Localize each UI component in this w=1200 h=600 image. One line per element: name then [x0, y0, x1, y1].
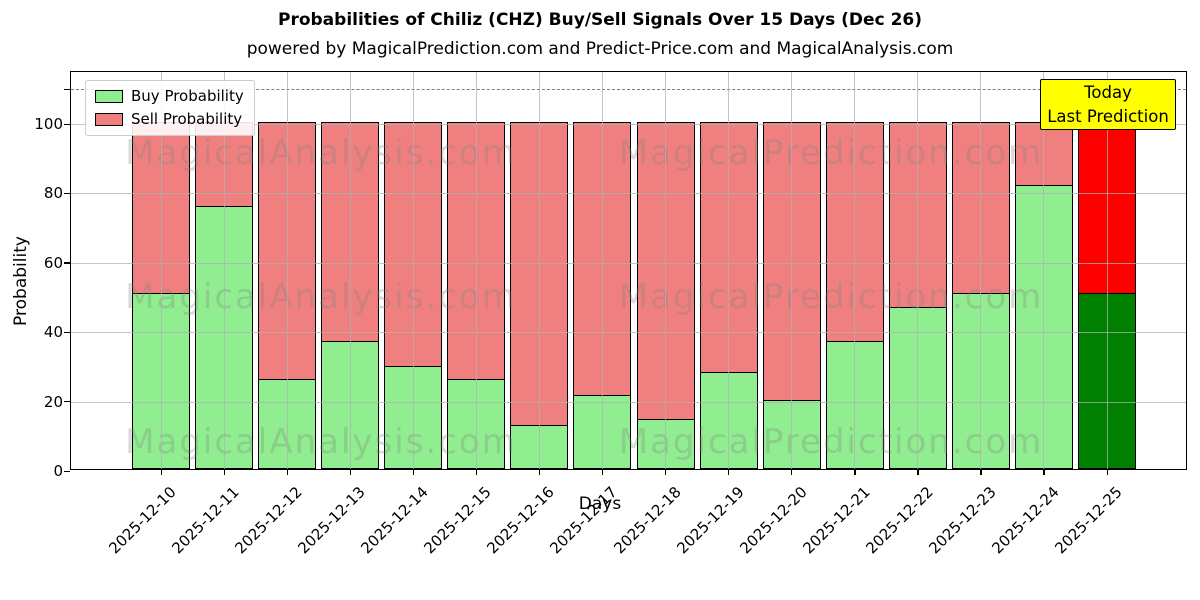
- y-tick-label: 20: [43, 392, 63, 411]
- page-subtitle: powered by MagicalPrediction.com and Pre…: [246, 39, 954, 59]
- legend-swatch-sell-icon: [95, 112, 123, 126]
- y-axis-tick: [64, 331, 70, 333]
- x-gridline: [854, 72, 856, 469]
- page-title: Probabilities of Chiliz (CHZ) Buy/Sell S…: [277, 10, 923, 30]
- y-axis-tick: [64, 123, 70, 125]
- y-tick-label: 40: [43, 323, 63, 342]
- x-gridline: [349, 72, 351, 469]
- watermark-text: MagicalPrediction.com: [618, 422, 1044, 462]
- x-axis-tick: [412, 469, 415, 475]
- y-axis-tick: [64, 470, 70, 472]
- x-gridline: [538, 72, 540, 469]
- x-gridline: [412, 72, 414, 469]
- legend-label-buy: Buy Probability: [131, 87, 244, 105]
- y-tick-label: 0: [53, 462, 63, 480]
- legend: Buy Probability Sell Probability: [85, 80, 255, 136]
- x-axis-tick: [728, 469, 730, 475]
- x-gridline: [665, 72, 667, 469]
- legend-label-sell: Sell Probability: [131, 110, 243, 128]
- x-gridline: [601, 72, 603, 469]
- x-axis-tick: [917, 469, 919, 475]
- x-axis-tick: [286, 469, 288, 475]
- x-axis-tick: [665, 469, 667, 475]
- today-annotation: Today Last Prediction: [1040, 79, 1176, 130]
- y-gridline: [71, 124, 1186, 126]
- y-axis-tick: [64, 401, 70, 403]
- x-gridline: [286, 72, 288, 469]
- x-gridline: [791, 72, 793, 469]
- watermark-text: MagicalAnalysis.com: [125, 133, 517, 173]
- x-axis-tick: [160, 469, 162, 475]
- x-axis-label: Days: [578, 494, 622, 514]
- y-axis-tick: [64, 262, 70, 264]
- today-annotation-line2: Last Prediction: [1047, 106, 1169, 126]
- watermark-text: MagicalAnalysis.com: [125, 422, 517, 462]
- x-axis-tick: [1106, 469, 1108, 475]
- y-axis-tick: [64, 88, 70, 91]
- y-axis-label: Probability: [11, 235, 31, 326]
- x-gridline: [160, 72, 162, 469]
- y-gridline: [71, 193, 1186, 195]
- x-axis-tick: [223, 469, 225, 475]
- x-gridline: [223, 72, 225, 469]
- x-axis-tick: [349, 469, 351, 475]
- plot-area: Probability Buy Probability Sell Probabi…: [11, 71, 1187, 557]
- y-axis-tick: [64, 192, 70, 195]
- x-gridline: [1106, 72, 1108, 469]
- x-axis-tick: [538, 469, 541, 475]
- y-tick-label: 80: [43, 184, 63, 203]
- legend-swatch-buy-icon: [95, 89, 123, 103]
- x-axis-tick: [475, 469, 478, 475]
- x-gridline: [475, 72, 477, 469]
- y-gridline: [71, 332, 1186, 334]
- y-tick-label: 60: [43, 253, 63, 272]
- y-tick-label: 100: [34, 115, 63, 134]
- legend-item-buy: Buy Probability: [95, 87, 244, 105]
- x-gridline: [728, 72, 730, 469]
- x-axis-tick: [601, 469, 604, 475]
- watermark-text: MagicalPrediction.com: [618, 277, 1044, 317]
- watermark-text: MagicalPrediction.com: [618, 133, 1044, 173]
- y-gridline: [71, 401, 1186, 403]
- x-gridline: [1043, 72, 1045, 469]
- x-axis-tick: [791, 469, 793, 475]
- x-axis-tick: [1043, 469, 1045, 475]
- legend-item-sell: Sell Probability: [95, 110, 244, 128]
- today-annotation-line1: Today: [1084, 82, 1132, 102]
- x-gridline: [917, 72, 919, 469]
- x-gridline: [980, 72, 982, 469]
- dashed-threshold-line: [71, 89, 1186, 91]
- x-axis-tick: [854, 469, 856, 475]
- x-axis-tick: [980, 469, 982, 475]
- watermark-text: MagicalAnalysis.com: [125, 277, 517, 317]
- y-gridline: [71, 262, 1186, 264]
